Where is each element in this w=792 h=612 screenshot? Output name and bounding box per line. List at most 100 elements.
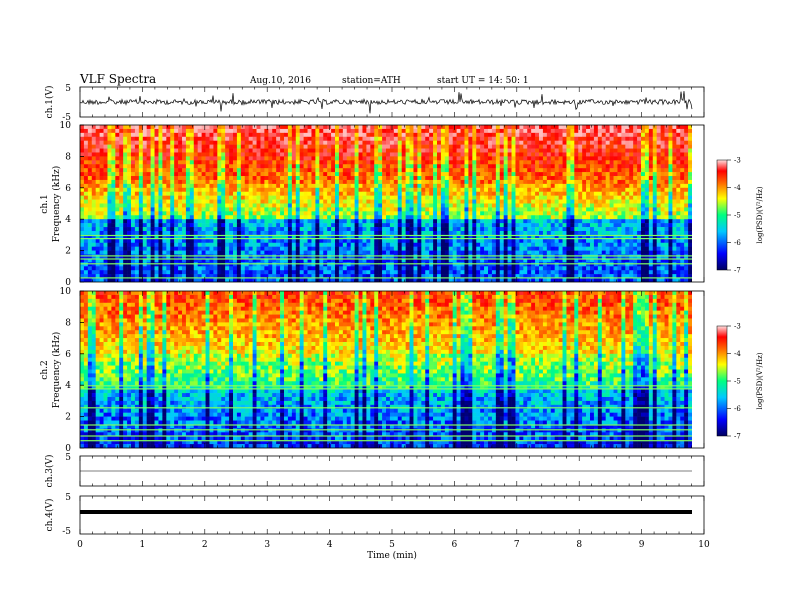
spectrogram-cell: [389, 223, 395, 228]
spectrogram-cell: [264, 238, 269, 244]
spectrogram-cell: [331, 238, 336, 244]
spectrogram-cell: [499, 238, 504, 244]
spectrogram-cell: [123, 136, 128, 141]
spectrogram-cell: [217, 207, 222, 212]
spectrogram-cell: [354, 176, 359, 181]
spectrogram-cell: [566, 156, 571, 161]
spectrogram-cell: [397, 172, 402, 177]
spectrogram-cell: [633, 140, 638, 145]
spectrogram-cell: [134, 203, 140, 208]
spectrogram-cell: [248, 136, 253, 141]
spectrogram-cell: [515, 199, 520, 204]
spectrogram-cell: [641, 215, 646, 220]
spectrogram-cell: [166, 136, 171, 141]
spectrogram-cell: [209, 227, 214, 232]
spectrogram-cell: [189, 164, 195, 169]
spectrogram-cell: [225, 223, 230, 228]
spectrogram-cell: [225, 144, 230, 149]
spectrogram-cell: [382, 215, 387, 220]
spectrogram-cell: [429, 242, 434, 247]
spectrogram-cell: [366, 238, 371, 244]
spectrogram-cell: [119, 140, 124, 145]
spectrogram-cell: [660, 176, 665, 181]
spectrogram-cell: [182, 160, 187, 165]
spectrogram-cell: [256, 219, 261, 224]
spectrogram-cell: [299, 203, 304, 208]
spectrogram-cell: [99, 195, 104, 200]
spectrogram-cell: [374, 242, 379, 247]
spectrogram-cell: [382, 128, 387, 134]
spectrogram-cell: [511, 207, 516, 212]
spectrogram-cell: [311, 223, 316, 228]
spectrogram-cell: [319, 223, 324, 228]
spectrogram-cell: [664, 132, 669, 138]
spectrogram-cell: [456, 195, 461, 200]
spectrogram-cell: [382, 144, 387, 149]
spectrogram-cell: [189, 242, 195, 247]
spectrogram-cell: [476, 199, 481, 204]
spectrogram-cell: [256, 246, 261, 251]
spectrogram-cell: [389, 219, 395, 224]
spectrogram-cell: [362, 172, 367, 177]
spectrogram-cell: [362, 164, 367, 169]
spectrogram-cell: [507, 234, 512, 240]
spectrogram-cell: [531, 132, 536, 138]
spectrogram-cell: [437, 136, 442, 141]
spectrogram-cell: [91, 168, 96, 173]
spectrogram-cell: [570, 234, 575, 240]
spectrogram-cell: [272, 176, 277, 181]
spectrogram-cell: [185, 195, 191, 200]
spectrogram-cell: [409, 187, 414, 193]
spectrogram-cell: [362, 246, 367, 251]
spectrogram-cell: [566, 128, 571, 134]
spectrogram-cell: [221, 246, 226, 251]
spectrogram-cell: [527, 207, 532, 212]
spectrogram-cell: [456, 238, 461, 244]
spectrogram-cell: [80, 195, 85, 200]
spectrogram-cell: [609, 227, 614, 232]
spectrogram-cell: [597, 128, 603, 134]
spectrogram-cell: [331, 136, 336, 141]
spectrogram-cell: [370, 203, 375, 208]
spectrogram-cell: [401, 242, 406, 247]
spectrogram-cell: [115, 128, 120, 134]
spectrogram-cell: [593, 156, 599, 161]
spectrogram-cell: [495, 191, 501, 196]
spectrogram-cell: [425, 136, 430, 141]
spectrogram-cell: [507, 219, 512, 224]
spectrogram-cell: [80, 246, 85, 251]
spectrogram-cell: [197, 148, 202, 153]
spectrogram-cell: [495, 223, 501, 228]
spectrogram-cell: [272, 187, 277, 193]
spectrogram-cell: [331, 148, 336, 153]
spectrogram-cell: [488, 132, 493, 138]
spectrogram-cell: [244, 227, 249, 232]
spectrogram-cell: [350, 152, 355, 157]
spectrogram-cell: [350, 140, 355, 145]
spectrogram-cell: [468, 164, 473, 169]
spectrogram-cell: [150, 152, 155, 157]
spectrogram-cell: [582, 140, 587, 145]
spectrogram-cell: [178, 199, 183, 204]
spectrogram-cell: [656, 207, 661, 212]
spectrogram-cell: [83, 199, 89, 204]
spectrogram-cell: [531, 211, 536, 216]
spectrogram-cell: [386, 172, 391, 177]
spectrogram-cell: [280, 187, 285, 193]
spectrogram-cell: [480, 223, 485, 228]
spectrogram-cell: [680, 140, 685, 145]
spectrogram-cell: [280, 172, 285, 177]
spectrogram-cell: [119, 152, 124, 157]
spectrogram-cell: [668, 160, 673, 165]
spectrogram-cell: [260, 187, 265, 193]
spectrogram-cell: [264, 219, 269, 224]
spectrogram-cell: [248, 128, 253, 134]
spectrogram-cell: [240, 246, 246, 251]
spectrogram-cell: [476, 125, 481, 130]
spectrogram-cell: [189, 128, 195, 134]
spectrogram-cell: [311, 140, 316, 145]
spectrogram-cell: [480, 164, 485, 169]
spectrogram-cell: [409, 195, 414, 200]
spectrogram-cell: [315, 238, 320, 244]
spectrogram-cell: [386, 195, 391, 200]
